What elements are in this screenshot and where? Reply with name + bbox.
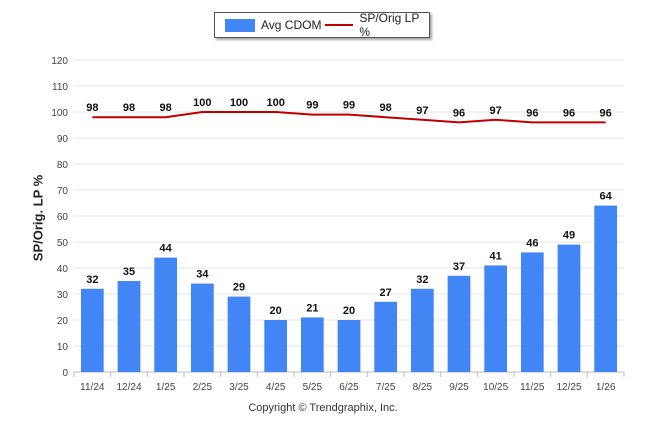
bar-avg-cdom	[374, 301, 398, 372]
bar-avg-cdom	[337, 320, 361, 372]
legend-item-sp-orig-lp: SP/Orig LP %	[325, 11, 429, 39]
line-data-label: 98	[86, 102, 98, 114]
bar-avg-cdom	[227, 296, 251, 372]
bar-avg-cdom	[190, 283, 214, 372]
bar-avg-cdom	[484, 265, 508, 372]
x-tick-label: 6/25	[339, 382, 359, 393]
bar-avg-cdom	[447, 275, 471, 372]
line-data-label: 97	[490, 105, 502, 117]
line-data-label: 98	[160, 102, 172, 114]
y-tick-label: 100	[51, 108, 68, 119]
x-tick-label: 12/24	[116, 382, 141, 393]
x-tick-label: 12/25	[556, 382, 581, 393]
legend-item-avg-cdom: Avg CDOM	[225, 13, 321, 37]
bar-data-label: 27	[380, 287, 392, 299]
x-tick-label: 11/24	[80, 382, 105, 393]
x-tick-label: 2/25	[193, 382, 213, 393]
y-tick-label: 0	[62, 368, 68, 379]
x-tick-label: 8/25	[413, 382, 433, 393]
copyright-text: Copyright © Trendgraphix, Inc.	[248, 402, 398, 414]
x-tick-label: 10/25	[483, 382, 508, 393]
line-data-label: 99	[306, 100, 318, 112]
y-tick-label: 120	[51, 56, 68, 67]
y-tick-label: 90	[57, 134, 69, 145]
line-sp-orig-lp	[92, 111, 606, 124]
bar-avg-cdom	[410, 288, 434, 372]
x-tick-label: 7/25	[376, 382, 396, 393]
x-tick-label: 9/25	[449, 382, 469, 393]
bar-data-label: 20	[270, 305, 282, 317]
bar-data-label: 20	[343, 305, 355, 317]
bar-avg-cdom	[594, 205, 618, 372]
y-tick-label: 110	[52, 82, 68, 93]
x-tick-label: 4/25	[266, 382, 286, 393]
x-tick-label: 1/25	[156, 382, 176, 393]
legend-label-sp-orig-lp: SP/Orig LP %	[359, 11, 420, 39]
bar-avg-cdom	[300, 317, 324, 372]
line-data-label: 100	[266, 97, 284, 109]
y-tick-label: 30	[57, 290, 69, 301]
bar-avg-cdom	[264, 320, 288, 372]
line-data-label: 99	[343, 100, 355, 112]
bar-data-label: 32	[86, 274, 98, 286]
legend-swatch-bar	[225, 18, 255, 32]
bar-avg-cdom	[80, 288, 104, 372]
line-data-label: 96	[600, 107, 612, 119]
line-data-label: 96	[526, 107, 538, 119]
bar-data-label: 35	[123, 266, 135, 278]
bar-data-label: 41	[490, 250, 502, 262]
y-tick-label: 40	[57, 264, 69, 275]
x-tick-label: 5/25	[303, 382, 323, 393]
line-data-label: 97	[416, 105, 428, 117]
line-data-label: 96	[453, 107, 465, 119]
bar-data-label: 29	[233, 282, 245, 294]
y-tick-label: 80	[57, 160, 69, 171]
bar-avg-cdom	[117, 281, 141, 372]
y-tick-label: 50	[57, 238, 69, 249]
bar-avg-cdom	[520, 252, 544, 372]
bar-avg-cdom	[557, 244, 581, 372]
bar-data-label: 32	[416, 274, 428, 286]
legend-swatch-line	[325, 24, 354, 26]
bar-avg-cdom	[154, 257, 178, 372]
line-data-label: 100	[230, 97, 248, 109]
y-tick-label: 60	[57, 212, 69, 223]
bar-data-label: 44	[160, 243, 173, 255]
line-data-label: 96	[563, 107, 575, 119]
y-tick-label: 70	[57, 186, 69, 197]
bar-data-label: 34	[196, 269, 209, 281]
y-tick-label: 10	[57, 342, 69, 353]
x-tick-label: 3/25	[229, 382, 249, 393]
y-tick-label: 20	[57, 316, 69, 327]
x-tick-label: 11/25	[520, 382, 545, 393]
bar-data-label: 37	[453, 261, 465, 273]
line-data-label: 100	[193, 97, 211, 109]
legend: Avg CDOM SP/Orig LP %	[214, 11, 430, 39]
x-tick-label: 1/26	[596, 382, 616, 393]
bar-data-label: 46	[526, 237, 538, 249]
line-data-label: 98	[380, 102, 392, 114]
bar-data-label: 49	[563, 230, 575, 242]
bar-data-label: 21	[306, 302, 318, 314]
bar-data-label: 64	[600, 191, 613, 203]
line-data-label: 98	[123, 102, 135, 114]
legend-label-avg-cdom: Avg CDOM	[261, 18, 322, 32]
